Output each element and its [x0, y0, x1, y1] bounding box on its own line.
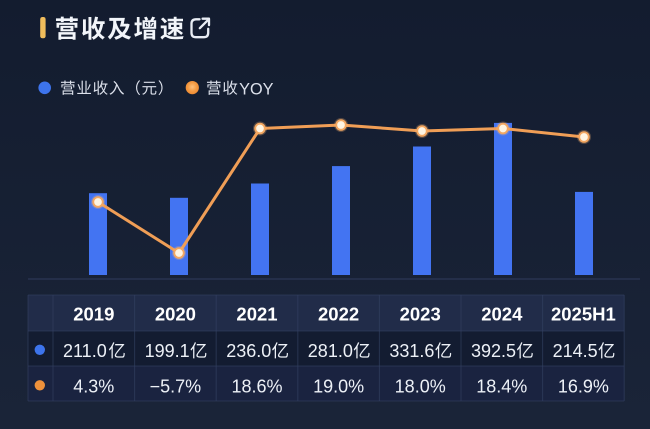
svg-text:18.0%: 18.0% [395, 377, 446, 397]
svg-text:2023: 2023 [400, 303, 441, 324]
svg-text:2025H1: 2025H1 [551, 303, 616, 324]
svg-text:2019: 2019 [73, 303, 114, 324]
svg-text:−5.7%: −5.7% [150, 377, 202, 397]
svg-text:331.6: 331.6 [389, 341, 434, 361]
svg-text:2024: 2024 [481, 303, 523, 324]
svg-text:18.4%: 18.4% [476, 377, 527, 397]
svg-text:19.0%: 19.0% [313, 377, 364, 397]
svg-text:211.0: 211.0 [63, 341, 107, 361]
svg-text:2022: 2022 [318, 303, 359, 324]
svg-text:16.9%: 16.9% [558, 377, 609, 397]
svg-text:4.3%: 4.3% [73, 377, 114, 397]
svg-text:YOY: YOY [239, 80, 274, 98]
svg-text:2021: 2021 [236, 303, 277, 324]
svg-text:2020: 2020 [155, 303, 196, 324]
svg-text:214.5: 214.5 [553, 341, 598, 361]
svg-text:281.0: 281.0 [308, 341, 353, 361]
svg-text:18.6%: 18.6% [231, 377, 282, 397]
svg-text:392.5: 392.5 [471, 341, 516, 361]
svg-text:236.0: 236.0 [226, 341, 271, 361]
svg-text:199.1: 199.1 [145, 341, 190, 361]
